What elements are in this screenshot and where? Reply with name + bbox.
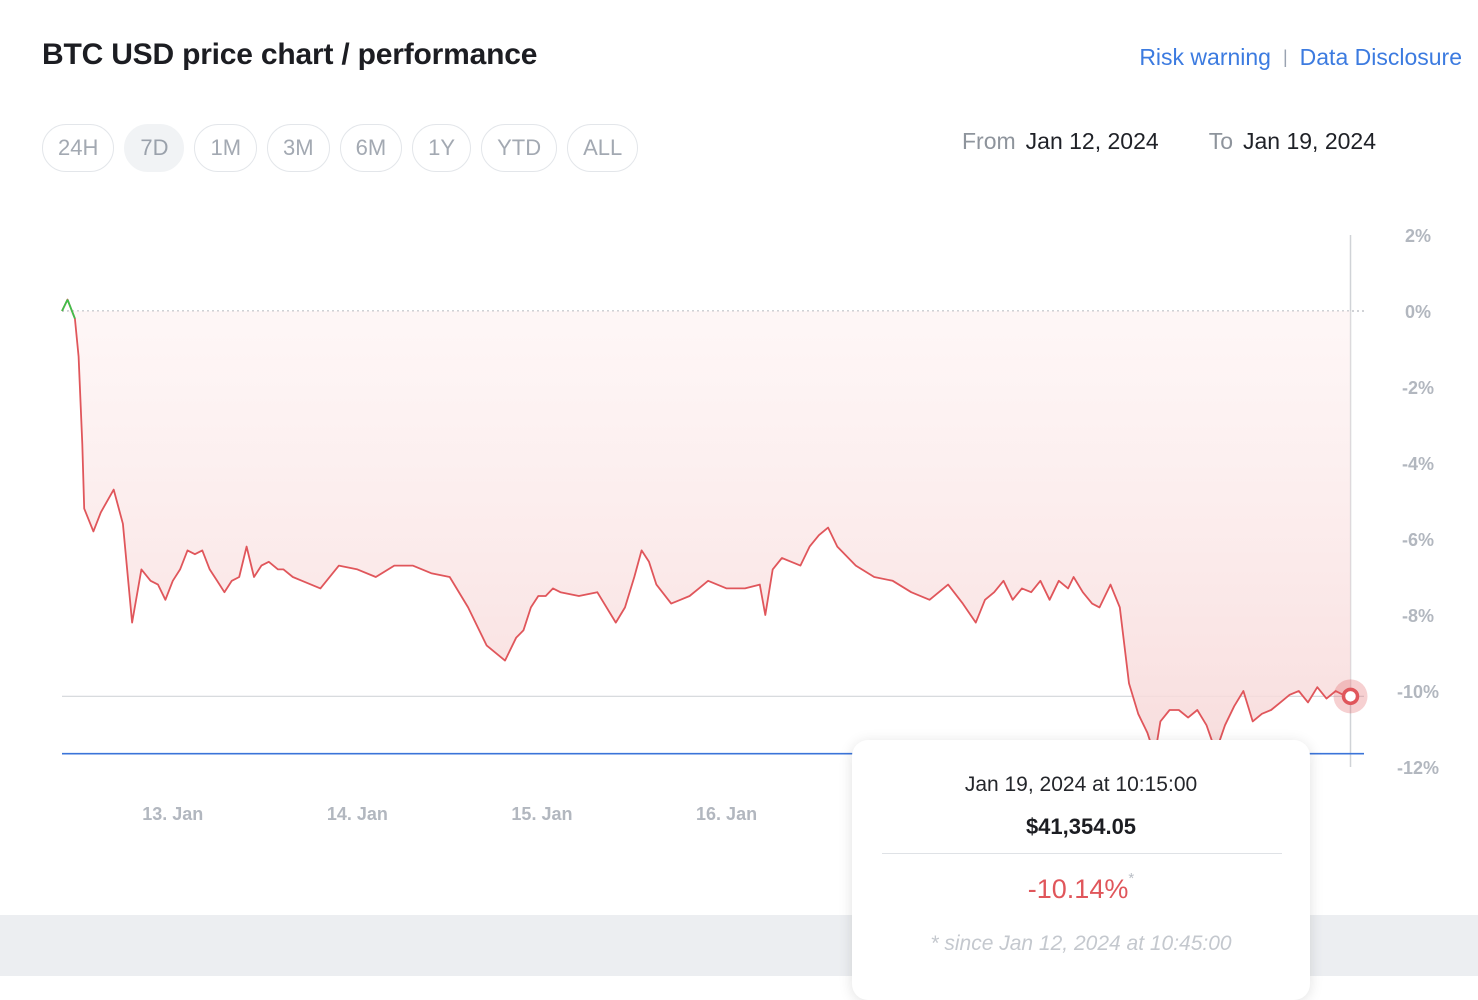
tooltip-date: Jan 19, 2024 at 10:15:00 — [964, 773, 1198, 796]
area-fill — [62, 311, 1351, 756]
tooltip-asterisk: * — [1128, 870, 1135, 887]
link-separator: | — [1282, 47, 1288, 67]
x-tick-label: 15. Jan — [511, 804, 572, 824]
y-tick-label: 0% — [1405, 302, 1431, 322]
current-point-marker[interactable] — [1341, 687, 1360, 706]
tooltip-change-value: -10.14% — [1027, 874, 1129, 904]
tooltip-divider — [882, 853, 1282, 854]
from-date[interactable]: Jan 12, 2024 — [1025, 128, 1159, 154]
tooltip-note: * since Jan 12, 2024 at 10:45:00 — [930, 932, 1232, 955]
x-tick-label: 13. Jan — [142, 804, 203, 824]
tooltip-price: $41,354.05 — [1025, 814, 1137, 839]
y-tick-label: 2% — [1405, 226, 1431, 246]
price-line-negative — [61, 298, 1351, 757]
y-tick-label: -12% — [1397, 758, 1439, 778]
range-24h-button[interactable]: 24H — [42, 124, 115, 172]
to-date[interactable]: Jan 19, 2024 — [1242, 128, 1376, 154]
range-1m-button[interactable]: 1M — [194, 124, 258, 172]
from-label: From — [962, 128, 1016, 154]
price-tooltip: Jan 19, 2024 at 10:15:00 $41,354.05 -10.… — [852, 740, 1310, 1000]
date-range: From Jan 12, 2024 To Jan 19, 2024 — [962, 128, 1376, 155]
y-tick-label: -6% — [1402, 530, 1434, 550]
x-tick-label: 16. Jan — [696, 804, 757, 824]
header-links: Risk warning | Data Disclosure — [1139, 44, 1462, 71]
y-tick-label: -4% — [1402, 454, 1434, 474]
price-line-positive — [61, 299, 76, 319]
y-tick-label: -2% — [1402, 378, 1434, 398]
price-chart[interactable]: 2%0%-2%-4%-6%-8%-10%-12% 13. Jan 14. Jan 1… — [0, 0, 1478, 900]
risk-warning-link[interactable]: Risk warning — [1139, 44, 1271, 70]
x-tick-label: 14. Jan — [327, 804, 388, 824]
range-1y-button[interactable]: 1Y — [412, 124, 472, 172]
time-range-selector: 24H 7D 1M 3M 6M 1Y YTD ALL — [42, 124, 639, 172]
range-6m-button[interactable]: 6M — [339, 124, 403, 172]
x-axis: 13. Jan 14. Jan 15. Jan 16. Jan — [142, 804, 757, 824]
range-7d-button[interactable]: 7D — [124, 124, 185, 172]
range-all-button[interactable]: ALL — [567, 124, 639, 172]
y-tick-label: -10% — [1397, 682, 1439, 702]
data-disclosure-link[interactable]: Data Disclosure — [1299, 44, 1462, 70]
y-axis: 2% 0% -2% -4% -6% -8% -10% -12% — [1397, 226, 1439, 778]
tooltip-change: -10.14%* — [852, 870, 1310, 905]
to-label: To — [1208, 128, 1233, 154]
page-title: BTC USD price chart / performance — [42, 38, 538, 71]
y-tick-label: -8% — [1402, 606, 1434, 626]
range-3m-button[interactable]: 3M — [267, 124, 330, 172]
range-ytd-button[interactable]: YTD — [481, 124, 558, 172]
